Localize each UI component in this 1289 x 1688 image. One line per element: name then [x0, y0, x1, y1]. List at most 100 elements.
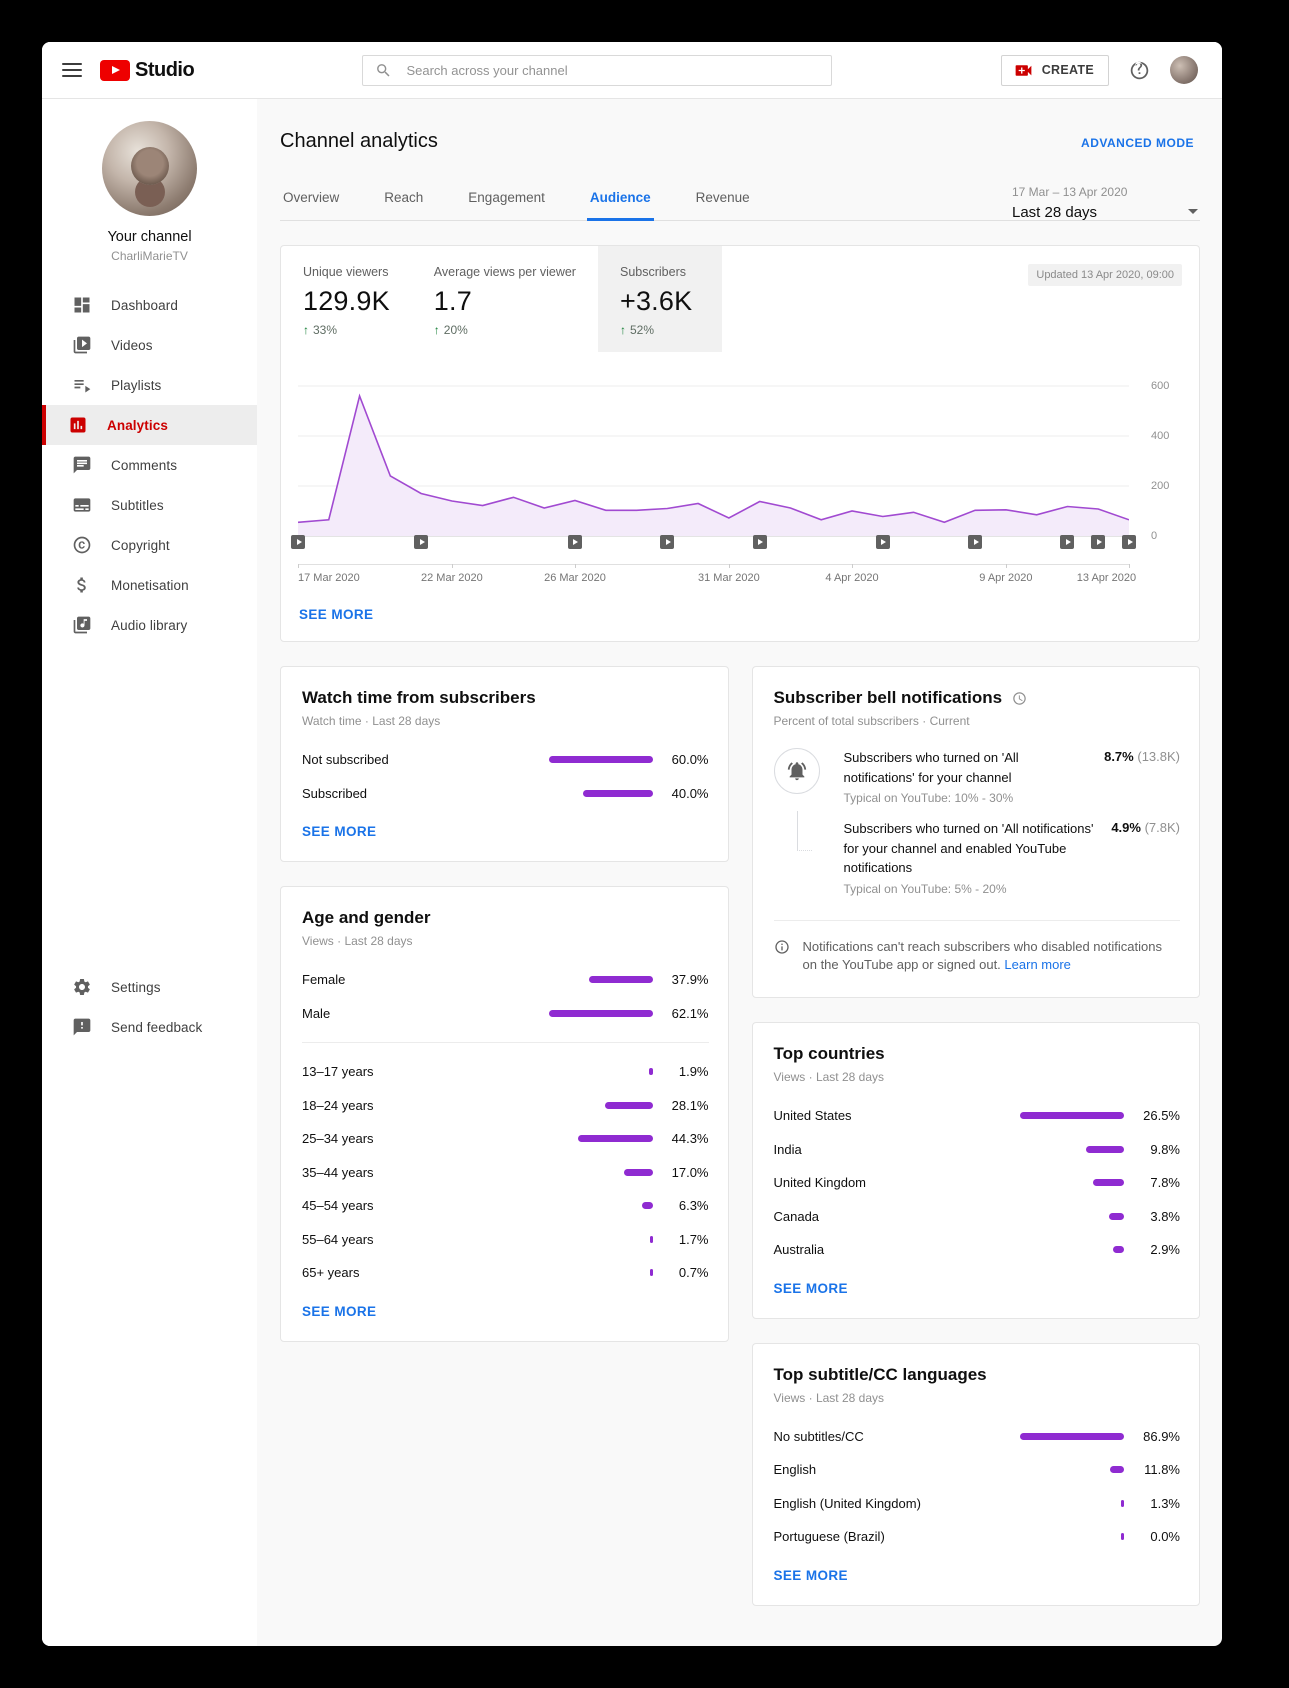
video-marker-icon[interactable] [1122, 535, 1136, 549]
main-content: Channel analytics ADVANCED MODE 17 Mar –… [257, 99, 1222, 1646]
watch-time-title: Watch time from subscribers [302, 688, 536, 707]
stat-row: India 9.8% [774, 1133, 1181, 1167]
video-marker-icon[interactable] [1091, 535, 1106, 549]
stat-row: United States 26.5% [774, 1099, 1181, 1133]
logo-text: Studio [135, 58, 195, 81]
bell-icon [773, 748, 820, 794]
date-range-text: 17 Mar – 13 Apr 2020 [1012, 185, 1128, 199]
stat-row: United Kingdom 7.8% [774, 1166, 1181, 1200]
bell-row-text: Subscribers who turned on 'All notificat… [844, 748, 1105, 807]
tab-engagement[interactable]: Engagement [468, 190, 545, 205]
stat-bar-track [1020, 1246, 1124, 1254]
sidebar-footer: Settings Send feedback [42, 967, 257, 1047]
video-marker-icon[interactable] [660, 535, 675, 549]
stat-label: No subtitles/CC [773, 1428, 864, 1444]
channel-name: CharliMarieTV [111, 249, 188, 263]
top-countries-see-more-link[interactable]: SEE MORE [773, 1280, 848, 1296]
stat-row: Australia 2.9% [774, 1233, 1181, 1267]
sidebar-item-settings[interactable]: Settings [42, 967, 257, 1007]
sidebar-item-playlists[interactable]: Playlists [42, 365, 257, 405]
stat-row: Portuguese (Brazil) 0.0% [774, 1520, 1181, 1554]
sidebar: Your channel CharliMarieTV Dashboard Vide… [42, 99, 257, 1646]
stat-label: Not subscribed [302, 752, 389, 768]
account-avatar[interactable] [1170, 56, 1198, 84]
stat-bar [649, 1269, 653, 1277]
sidebar-item-subtitles[interactable]: Subtitles [42, 485, 257, 525]
search-input[interactable] [406, 62, 820, 78]
subscribers-chart: 17 Mar 2020 22 Mar 2020 26 Mar 2020 31 Mar … [281, 352, 1199, 587]
metric-delta: ↑ 33% [303, 323, 338, 337]
date-range-selector[interactable]: 17 Mar – 13 Apr 2020 Last 28 days [1012, 185, 1198, 221]
video-marker-icon[interactable] [1060, 535, 1075, 549]
tab-overview[interactable]: Overview [283, 190, 340, 205]
bell-stat-row: Subscribers who turned on 'All notificat… [773, 748, 1180, 807]
tab-revenue[interactable]: Revenue [695, 190, 750, 205]
x-tick-label: 9 Apr 2020 [979, 572, 1033, 584]
help-icon[interactable] [1129, 60, 1150, 81]
metric-delta: ↑ 20% [433, 323, 468, 337]
advanced-mode-link[interactable]: ADVANCED MODE [1081, 136, 1194, 150]
youtube-studio-logo[interactable]: Studio [100, 58, 195, 82]
stat-value: 62.1% [671, 1005, 709, 1021]
sidebar-item-copyright[interactable]: Copyright [42, 525, 257, 565]
create-button[interactable]: CREATE [1000, 54, 1109, 86]
video-marker-icon[interactable] [291, 535, 305, 549]
sidebar-item-send-feedback[interactable]: Send feedback [42, 1007, 257, 1047]
video-marker-icon[interactable] [968, 535, 983, 549]
stat-value: 0.0% [1150, 1529, 1180, 1545]
stat-label: Portuguese (Brazil) [773, 1529, 885, 1545]
sidebar-item-analytics[interactable]: Analytics [42, 405, 257, 445]
x-tick-label: 26 Mar 2020 [544, 572, 606, 584]
metric-subscribers[interactable]: Subscribers +3.6K ↑ 52% [597, 246, 723, 352]
top-languages-see-more-link[interactable]: SEE MORE [773, 1567, 848, 1583]
menu-hamburger-icon[interactable] [62, 59, 82, 81]
stat-bar-track [1020, 1466, 1124, 1474]
video-marker-icon[interactable] [752, 535, 767, 549]
video-marker-icon[interactable] [414, 535, 429, 549]
chart-x-labels: 17 Mar 2020 22 Mar 2020 26 Mar 2020 31 Mar … [298, 572, 1136, 587]
search-box[interactable] [362, 54, 833, 86]
bell-card-title: Subscriber bell notifications [773, 688, 1003, 707]
watch-time-see-more-link[interactable]: SEE MORE [302, 824, 377, 839]
age-gender-subtitle: Views · Last 28 days [302, 934, 413, 948]
tab-reach[interactable]: Reach [384, 190, 424, 205]
sidebar-item-audio-library[interactable]: Audio library [42, 605, 257, 645]
video-marker-icon[interactable] [567, 535, 582, 549]
stat-label: Australia [773, 1242, 825, 1258]
video-marker-icon[interactable] [875, 535, 890, 549]
search-area [194, 54, 1001, 86]
sidebar-item-monetisation[interactable]: Monetisation [42, 565, 257, 605]
stat-bar-track [1020, 1145, 1124, 1153]
stat-label: United States [773, 1108, 852, 1124]
chart-see-more-link[interactable]: SEE MORE [299, 607, 374, 622]
stat-row: 25–34 years 44.3% [302, 1122, 709, 1156]
stat-bar [1109, 1212, 1124, 1220]
app-window: Studio CREATE [42, 42, 1222, 1646]
watch-time-subtitle: Watch time · Last 28 days [302, 714, 441, 728]
metric-value: 1.7 [433, 286, 472, 316]
stat-label: India [773, 1141, 802, 1157]
metric-average-views-per-viewer[interactable]: Average views per viewer 1.7 ↑ 20% [412, 246, 598, 352]
updated-badge: Updated 13 Apr 2020, 09:00 [1028, 264, 1182, 286]
age-gender-see-more-link[interactable]: SEE MORE [302, 1303, 377, 1319]
learn-more-link[interactable]: Learn more [1004, 957, 1071, 973]
stat-bar-track [549, 976, 653, 984]
stat-row: Female 37.9% [302, 963, 709, 997]
stat-bar-track [549, 1101, 653, 1109]
tab-audience[interactable]: Audience [586, 182, 654, 221]
channel-avatar[interactable] [102, 121, 197, 216]
stat-bar-track [1020, 1499, 1124, 1507]
sidebar-item-dashboard[interactable]: Dashboard [42, 285, 257, 325]
sidebar-item-comments[interactable]: Comments [42, 445, 257, 485]
sidebar-item-videos[interactable]: Videos [42, 325, 257, 365]
topbar: Studio CREATE [42, 42, 1222, 99]
metric-label: Unique viewers [303, 265, 389, 279]
stat-bar-track [1020, 1212, 1124, 1220]
stat-value: 17.0% [671, 1164, 709, 1180]
divider [773, 919, 1180, 921]
channel-block: Your channel CharliMarieTV [42, 121, 257, 285]
metric-unique-viewers[interactable]: Unique viewers 129.9K ↑ 33% [281, 246, 412, 352]
stat-label: English (United Kingdom) [773, 1495, 921, 1511]
stat-label: 45–54 years [302, 1198, 374, 1214]
